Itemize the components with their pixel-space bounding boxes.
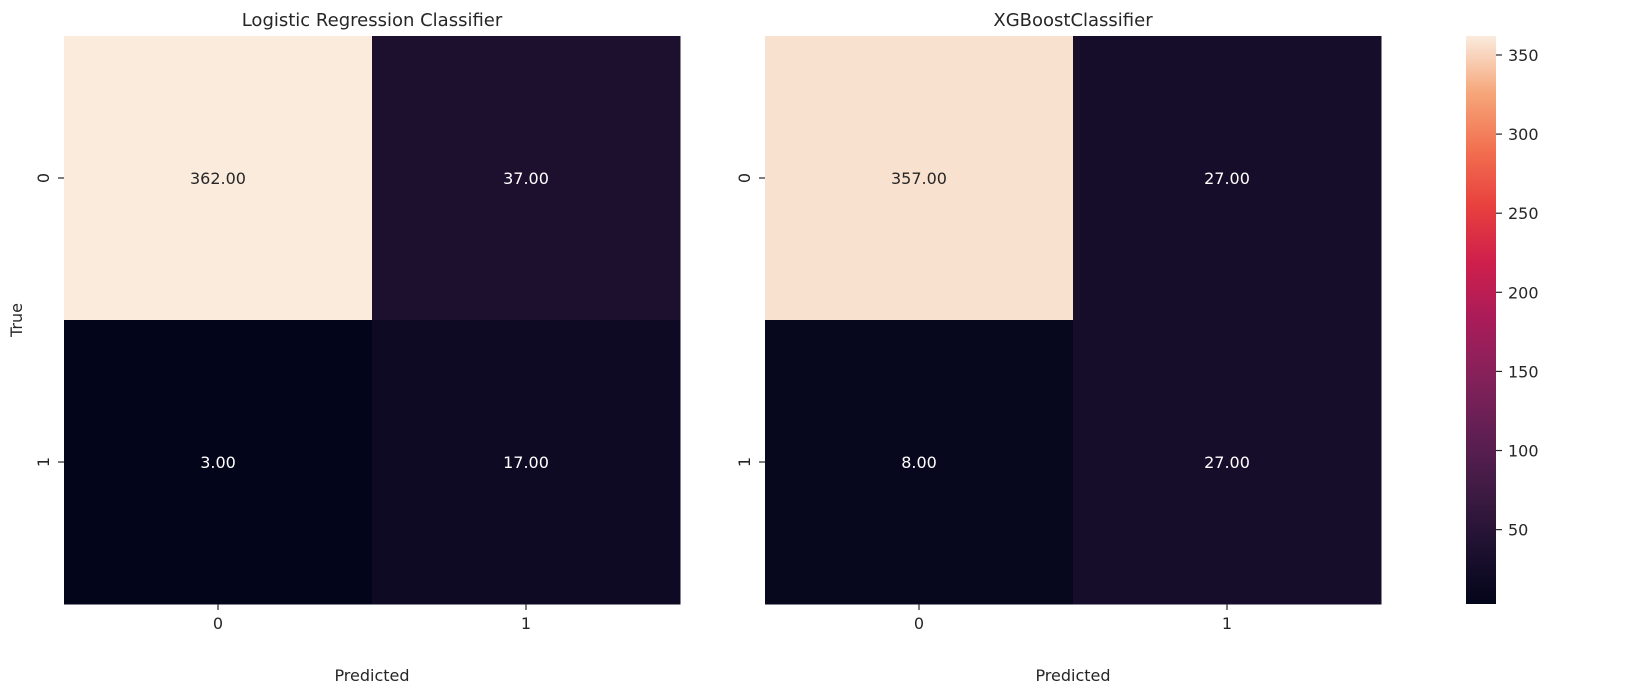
x-tick-label: 1	[521, 614, 531, 633]
y-tick-label: 0	[735, 173, 754, 183]
heatmap-cell	[765, 36, 1074, 321]
cell-label: 17.00	[503, 453, 549, 472]
colorbar-tick-label: 350	[1508, 46, 1539, 65]
colorbar-tick-label: 250	[1508, 204, 1539, 223]
x-axis-label: Predicted	[1035, 666, 1110, 685]
heatmap-cell	[765, 320, 1074, 605]
heatmap-cell	[64, 36, 373, 321]
cell-label: 362.00	[190, 169, 246, 188]
heatmap-panel-1: Logistic Regression Classifier 362.00 37.0…	[7, 10, 681, 685]
x-tick-label: 0	[914, 614, 924, 633]
heatmap-cell	[1073, 320, 1382, 605]
heatmap-cell	[64, 320, 373, 605]
heatmap-cell	[372, 320, 681, 605]
heatmap-panel-2: XGBoostClassifier 357.00 27.00 8.00 27.00 0 1 0…	[735, 10, 1382, 685]
x-tick-label: 0	[213, 614, 223, 633]
y-tick-label: 1	[735, 457, 754, 467]
heatmap-cell	[372, 36, 681, 321]
colorbar-tick-label: 150	[1508, 362, 1539, 381]
y-tick-label: 0	[34, 173, 53, 183]
y-axis-label: True	[7, 303, 26, 338]
x-axis-label: Predicted	[334, 666, 409, 685]
cell-label: 27.00	[1204, 453, 1250, 472]
colorbar-tick-label: 200	[1508, 283, 1539, 302]
x-tick-label: 1	[1222, 614, 1232, 633]
cell-label: 8.00	[901, 453, 937, 472]
colorbar-gradient	[1466, 36, 1496, 604]
heatmap-cell	[1073, 36, 1382, 321]
panel-title: XGBoostClassifier	[993, 10, 1153, 31]
y-tick-label: 1	[34, 457, 53, 467]
colorbar-tick-label: 50	[1508, 521, 1528, 540]
panel-title: Logistic Regression Classifier	[242, 10, 503, 31]
cell-label: 37.00	[503, 169, 549, 188]
cell-label: 27.00	[1204, 169, 1250, 188]
colorbar-tick-label: 300	[1508, 125, 1539, 144]
cell-label: 357.00	[891, 169, 947, 188]
colorbar-tick-label: 100	[1508, 442, 1539, 461]
colorbar: 50 100 150 200 250 300 350	[1466, 36, 1539, 604]
cell-label: 3.00	[200, 453, 236, 472]
